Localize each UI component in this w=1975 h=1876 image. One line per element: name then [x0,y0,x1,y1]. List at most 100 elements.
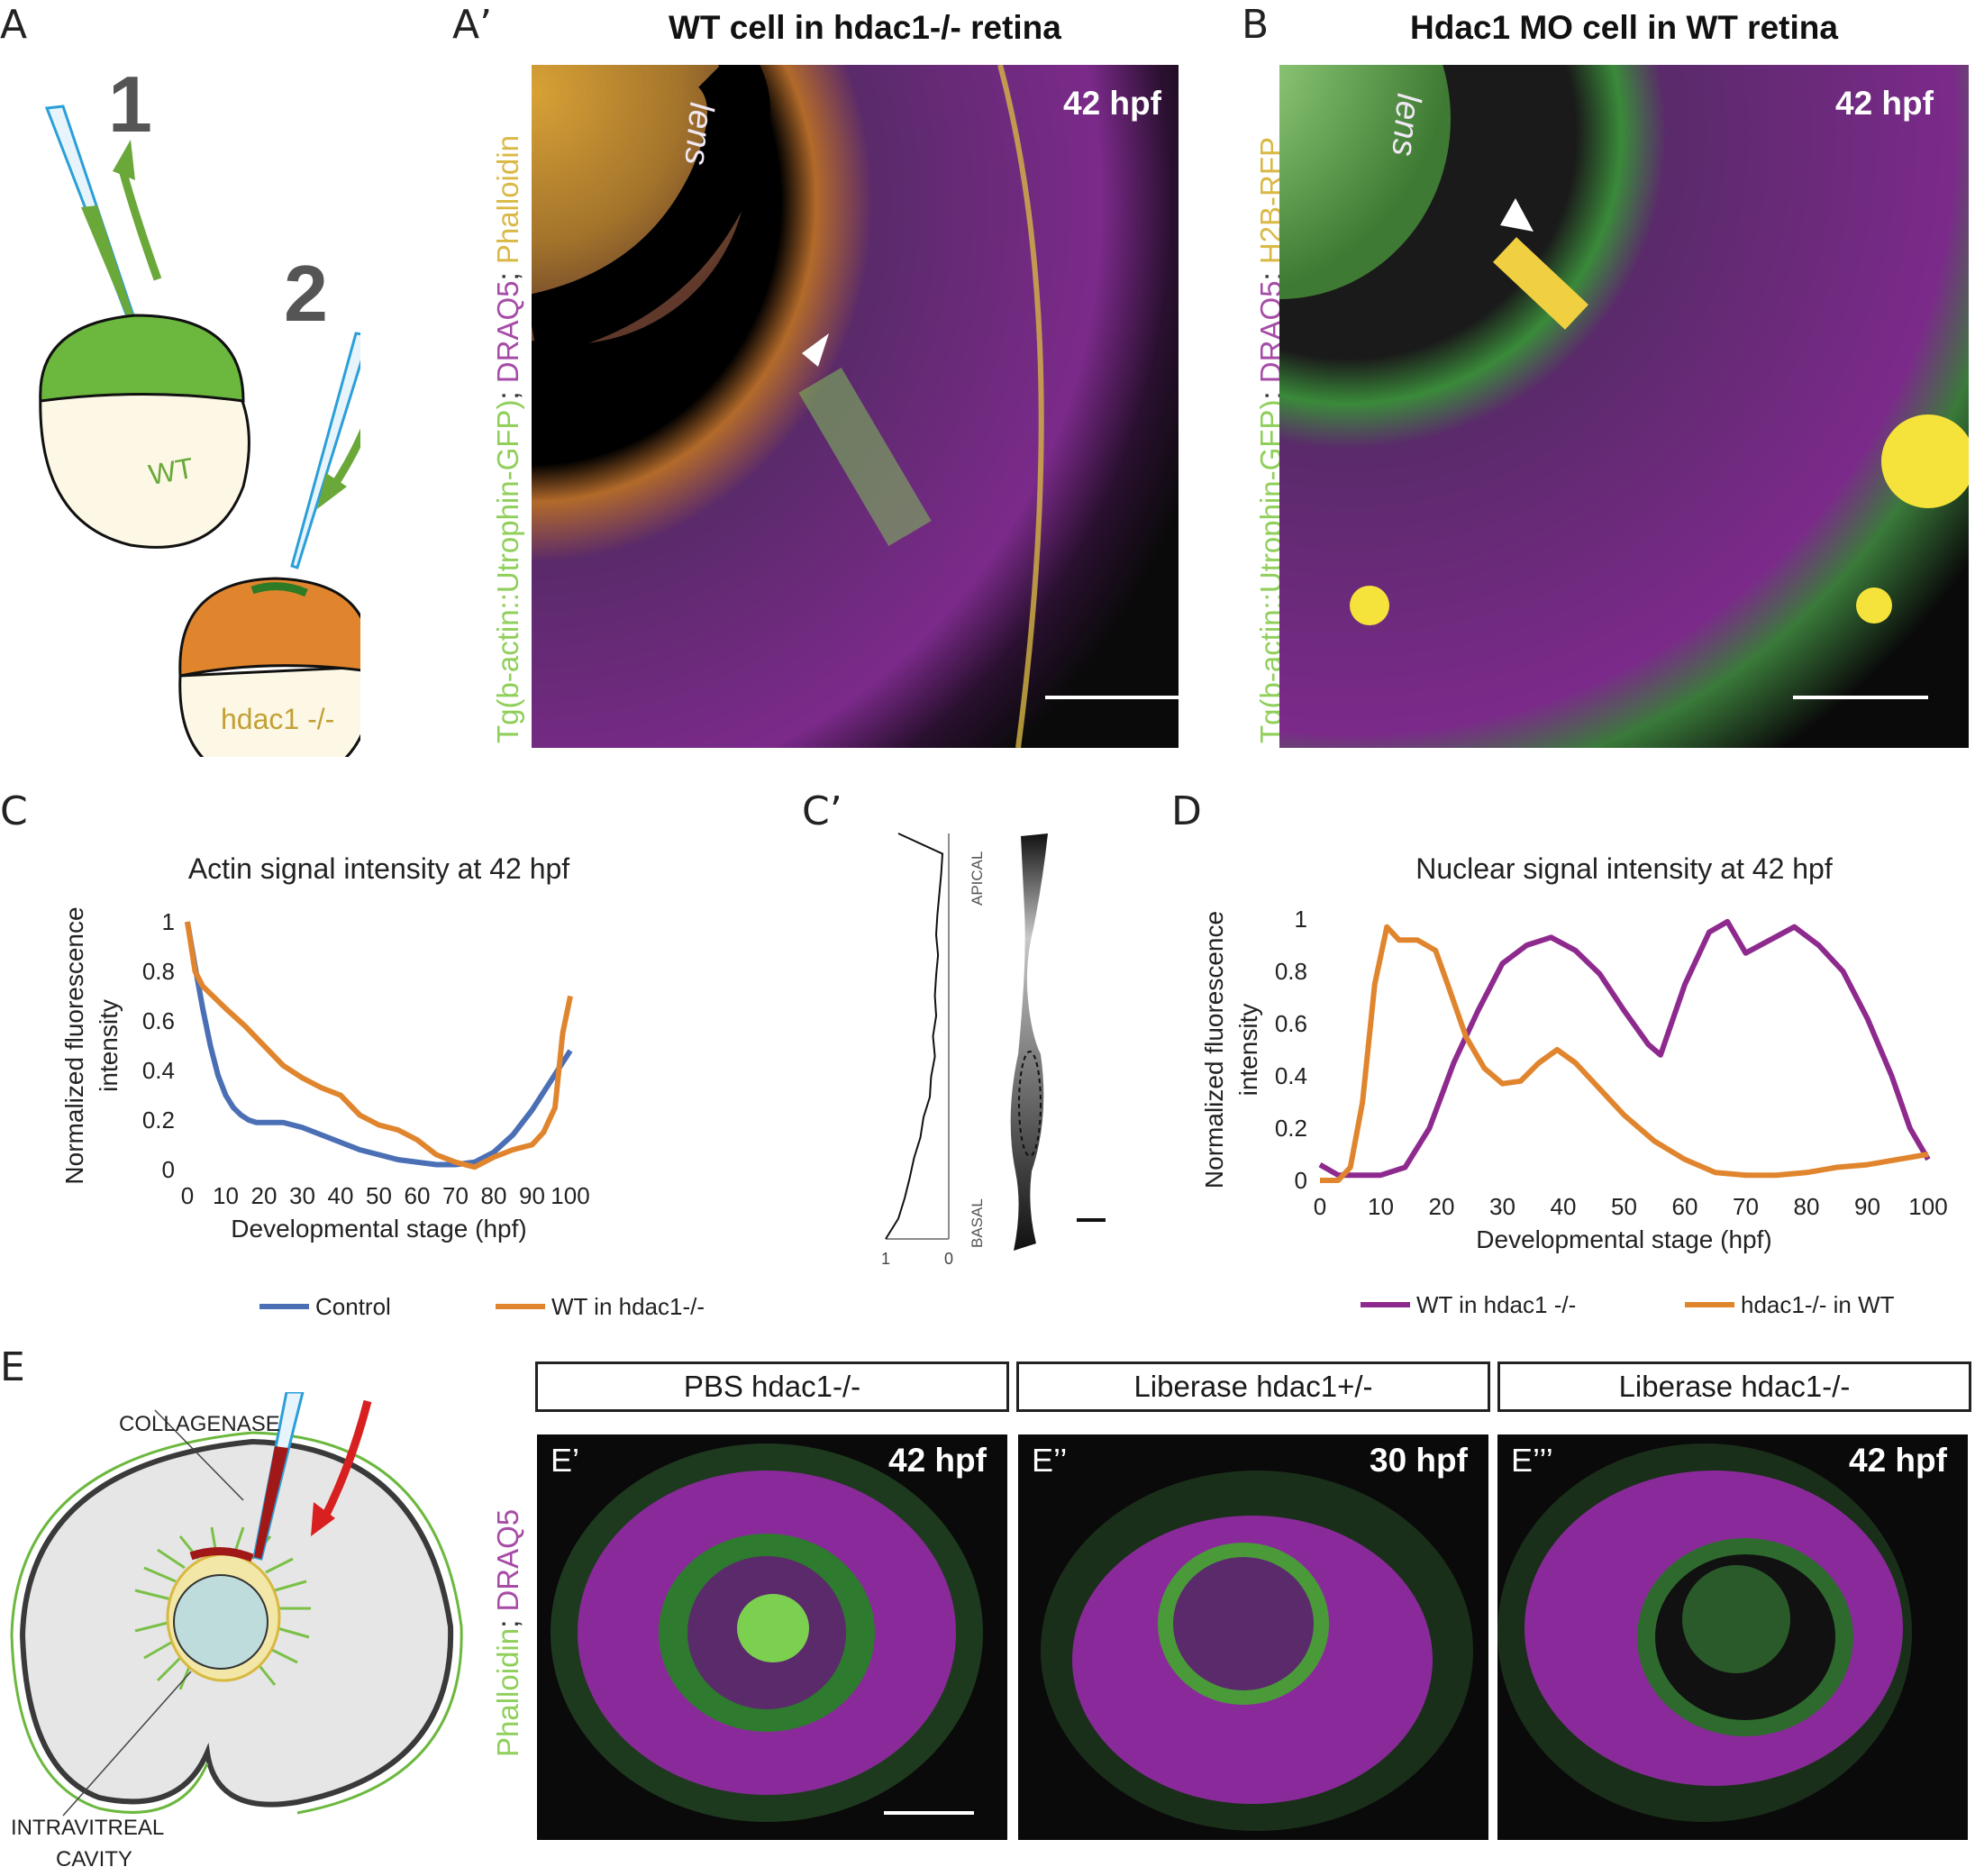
scale-bar [1793,696,1928,699]
legend-label: hdac1-/- in WT [1741,1291,1895,1318]
micrograph-e1: E’ 42 hpf [537,1434,1007,1840]
injection-schematic [39,105,360,757]
mutant-embryo-cells [178,577,360,678]
retina-green [134,1526,311,1690]
hpf-label: 42 hpf [1835,85,1934,122]
x-tick-label: 100 [1908,1193,1947,1220]
y-axis-label: Normalized fluorescence [1200,911,1228,1188]
y-tick-label: 1 [162,908,175,935]
x-tick-label: 90 [1854,1193,1880,1220]
x-tick-label: 50 [1611,1193,1637,1220]
panel-label-c: C [0,788,28,834]
x-tick-label: 0 [1314,1193,1326,1220]
micrograph-b: lens 42 hpf [1279,65,1969,748]
sub-label: E’’’ [1511,1442,1553,1479]
pipette-2 [290,332,360,569]
y-tick-label: 0.4 [1275,1062,1307,1089]
x-tick-label: 50 [366,1182,392,1209]
x-tick-label: 60 [405,1182,431,1209]
legend-label: Control [315,1293,391,1320]
y-tick-label: 0.2 [1275,1115,1307,1142]
y-tick-label: 0 [162,1156,175,1183]
y-tick-label: 0.2 [142,1106,175,1134]
panel-label-a-prime: A’ [452,2,493,48]
y-tick-label: 0.6 [142,1007,175,1034]
apical-label: APICAL [969,851,986,906]
x-tick-label: 40 [1551,1193,1577,1220]
y-axis-label: intensity [95,999,123,1092]
y-axis-label: Normalized fluorescence [60,906,88,1184]
x-tick-label: 100 [551,1182,589,1209]
x-tick-label: 80 [1794,1193,1820,1220]
eye-injection-schematic [10,1392,463,1817]
micrograph-a-prime: lens 42 hpf [532,65,1179,748]
step-2-number: 2 [284,249,328,338]
x-tick-label: 20 [251,1182,278,1209]
panel-label-c-prime: C’ [802,788,842,834]
x-tick-label: 40 [328,1182,354,1209]
hpf-label: 42 hpf [1849,1442,1947,1479]
lens-label: lens [1384,91,1428,159]
scale-bar [1077,1218,1106,1222]
step-1-number: 1 [108,59,152,149]
cell-silhouette [1010,833,1048,1251]
panel-label-d: D [1171,788,1202,834]
x-tick-label: 30 [289,1182,315,1209]
x-tick-label: 10 [1368,1193,1394,1220]
x-tick-label: 90 [519,1182,545,1209]
x-tick-label: 70 [442,1182,469,1209]
hpf-label: 42 hpf [1063,85,1161,122]
x-tick-label: 70 [1733,1193,1759,1220]
y-tick-label: 0.8 [142,958,175,985]
panel-a-prime-title: WT cell in hdac1-/- retina [669,9,1061,46]
y-tick-label: 0.4 [142,1057,175,1084]
sub-label: E’’ [1032,1442,1068,1479]
chart-title: Actin signal intensity at 42 hpf [188,852,569,885]
micrograph-e2: E’’ 30 hpf [1018,1434,1488,1840]
arrow-down-icon [320,1399,372,1521]
legend-label: WT in hdac1-/- [551,1293,705,1320]
chart-title: Nuclear signal intensity at 42 hpf [1415,852,1833,885]
panel-e3-header: Liberase hdac1-/- [1497,1361,1971,1412]
x-tick-label: 10 [213,1182,239,1209]
wt-embryo-cells [39,314,245,403]
profile-line [885,833,944,1240]
y-tick-label: 0 [1295,1167,1307,1194]
x-axis-label: Developmental stage (hpf) [1476,1225,1771,1253]
panel-b-title: Hdac1 MO cell in WT retina [1410,9,1838,46]
scale-bar [884,1811,974,1815]
mutant-embryo-yolk [178,665,360,757]
panel-e2-header: Liberase hdac1+/- [1016,1361,1490,1412]
x-axis-label: Developmental stage (hpf) [231,1215,526,1243]
panel-label-a: A [0,2,28,48]
cavity-label-line1: INTRAVITREAL [11,1816,165,1840]
wt-embryo-yolk [39,390,250,549]
series-line [185,921,573,1168]
series-line [1320,924,1929,1183]
collagenase-label: COLLAGENASE [119,1412,280,1436]
x-tick-label: 20 [1429,1193,1455,1220]
sub-label: E’ [551,1442,580,1479]
x-tick-label: 60 [1672,1193,1698,1220]
hpf-label: 42 hpf [888,1442,987,1479]
series-line [185,921,573,1170]
hpf-label: 30 hpf [1370,1442,1468,1479]
x-tick-label: 0 [181,1182,194,1209]
hdac1-label: hdac1 -/- [221,703,335,735]
lens-shape [173,1574,268,1670]
x-tick-label: 0 [944,1250,953,1268]
panel-e1-header: PBS hdac1-/- [535,1361,1009,1412]
y-tick-label: 1 [1295,906,1307,933]
panel-label-b: B [1242,2,1270,48]
x-tick-label: 1 [881,1250,890,1268]
series-line [1318,918,1931,1179]
x-tick-label: 80 [481,1182,507,1209]
y-tick-label: 0.6 [1275,1010,1307,1037]
basal-label: BASAL [969,1198,986,1248]
micrograph-e3: E’’’ 42 hpf [1497,1434,1968,1840]
panel-a-prime-channels: Tg(b-actin::Utrophin-GFP); DRAQ5; Phallo… [491,135,524,743]
scale-bar [1045,696,1179,699]
